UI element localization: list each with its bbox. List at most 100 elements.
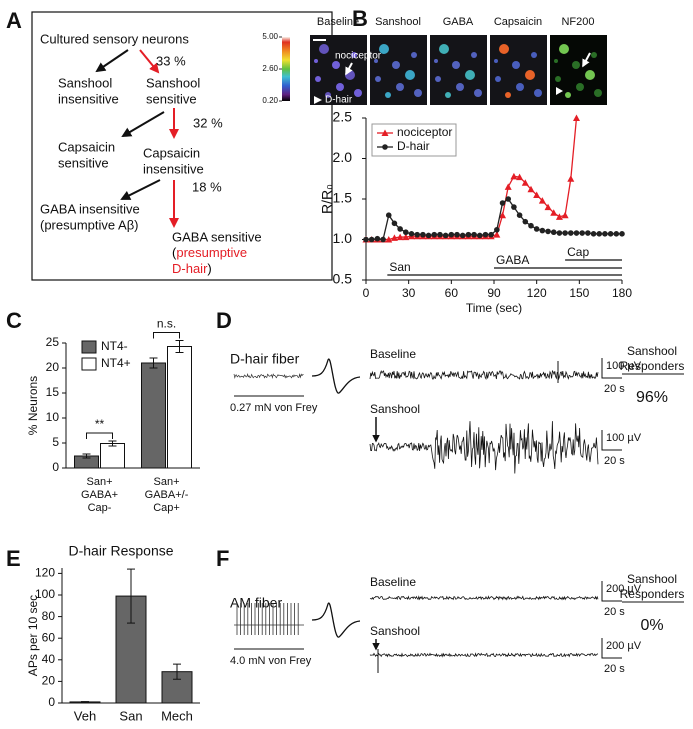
responders-value: 96% xyxy=(636,389,668,406)
image-annotation: D-hair xyxy=(325,95,353,106)
condition-label: Sanshool xyxy=(370,624,420,638)
cell xyxy=(594,89,602,97)
cell xyxy=(505,92,511,98)
cell xyxy=(576,83,584,91)
cell xyxy=(379,44,389,54)
point xyxy=(545,228,551,235)
colorbar-label: 2.60 xyxy=(262,64,278,73)
time-scale: 20 s xyxy=(604,383,625,395)
point xyxy=(459,232,466,239)
trace xyxy=(369,595,599,601)
point xyxy=(585,230,591,236)
node-label: GABA insensitive xyxy=(40,201,140,216)
x-tick-label: GABA+/- xyxy=(145,489,189,501)
cell xyxy=(555,76,561,82)
cell xyxy=(411,52,417,58)
bar xyxy=(141,362,166,469)
condition-label: Baseline xyxy=(370,575,416,589)
y-tick-label: 60 xyxy=(42,630,56,644)
bar xyxy=(167,346,192,469)
image-annotation: nociceptor xyxy=(335,51,382,62)
time-scale: 20 s xyxy=(604,606,625,618)
spike-waveform xyxy=(311,602,361,638)
error-bar xyxy=(81,701,89,703)
point xyxy=(471,231,477,238)
point xyxy=(414,231,421,238)
responders-title: Sanshool xyxy=(627,344,677,358)
legend-swatch xyxy=(81,357,97,371)
cell xyxy=(351,52,357,58)
x-tick-label: 30 xyxy=(402,286,416,300)
y-tick-label: 0 xyxy=(48,695,55,709)
percentage: 33 % xyxy=(156,53,186,68)
point xyxy=(403,229,409,236)
point xyxy=(607,231,614,237)
node-label-part: ( xyxy=(172,245,177,260)
significance-bracket xyxy=(153,332,180,339)
node-label: (presumptive Aβ) xyxy=(40,217,139,232)
y-tick-label: 25 xyxy=(46,335,60,349)
node-label: D-hair) xyxy=(172,261,212,276)
point xyxy=(539,227,546,234)
y-tick-label: 2.0 xyxy=(333,149,353,165)
node-label: (presumptive xyxy=(172,245,247,260)
node-label: Sanshool xyxy=(58,75,112,90)
cell xyxy=(374,59,378,63)
point xyxy=(385,212,392,218)
point xyxy=(431,231,438,238)
node-label: Sanshool xyxy=(146,75,200,90)
cell xyxy=(474,89,482,97)
responders-title: Sanshool xyxy=(627,572,677,586)
point xyxy=(382,144,388,150)
cell xyxy=(531,52,537,58)
panel-label: B xyxy=(352,6,368,31)
error-bar xyxy=(149,357,158,369)
point xyxy=(397,226,403,232)
y-tick-label: 20 xyxy=(46,360,60,374)
scale-bar xyxy=(601,358,622,379)
cell xyxy=(512,61,520,69)
error-bar xyxy=(173,663,181,680)
y-tick-label: 100 xyxy=(35,587,55,601)
point xyxy=(533,226,540,232)
cell xyxy=(452,61,460,69)
point xyxy=(494,226,500,233)
y-tick-label: 0 xyxy=(52,460,59,474)
significance-label: ** xyxy=(95,417,105,431)
node-label: Capsaicin xyxy=(58,139,115,154)
trace xyxy=(234,603,304,635)
cell xyxy=(471,52,477,58)
y-tick-label: 2.5 xyxy=(333,109,353,125)
point xyxy=(579,230,585,236)
point xyxy=(538,197,546,204)
flowchart-arrows xyxy=(95,49,179,228)
cell xyxy=(375,76,381,82)
legend-label: nociceptor xyxy=(397,125,452,139)
point xyxy=(562,230,568,236)
node-label-part: presumptive xyxy=(176,245,247,260)
point xyxy=(572,114,580,121)
spike-waveform xyxy=(311,358,361,394)
legend-box xyxy=(371,123,457,157)
panel-label: A xyxy=(6,8,22,33)
point xyxy=(442,232,449,239)
point xyxy=(619,231,625,237)
cell xyxy=(315,76,321,82)
point xyxy=(527,185,535,193)
point xyxy=(573,230,580,236)
amplitude-scale: 100 µV xyxy=(606,360,642,372)
point xyxy=(516,173,524,181)
error-bar xyxy=(82,453,91,459)
flowchart-box xyxy=(31,11,333,281)
x-tick-label: Cap- xyxy=(88,502,112,514)
time-scale: 20 s xyxy=(604,663,625,675)
point xyxy=(488,231,494,238)
point xyxy=(528,222,534,229)
fiber-label: D-hair fiber xyxy=(230,351,300,367)
cell xyxy=(414,89,422,97)
percentage: 32 % xyxy=(193,115,223,130)
node-label: Capsaicin xyxy=(143,145,200,160)
x-tick-label: 0 xyxy=(363,286,370,300)
responders-title: Responders xyxy=(620,359,685,373)
